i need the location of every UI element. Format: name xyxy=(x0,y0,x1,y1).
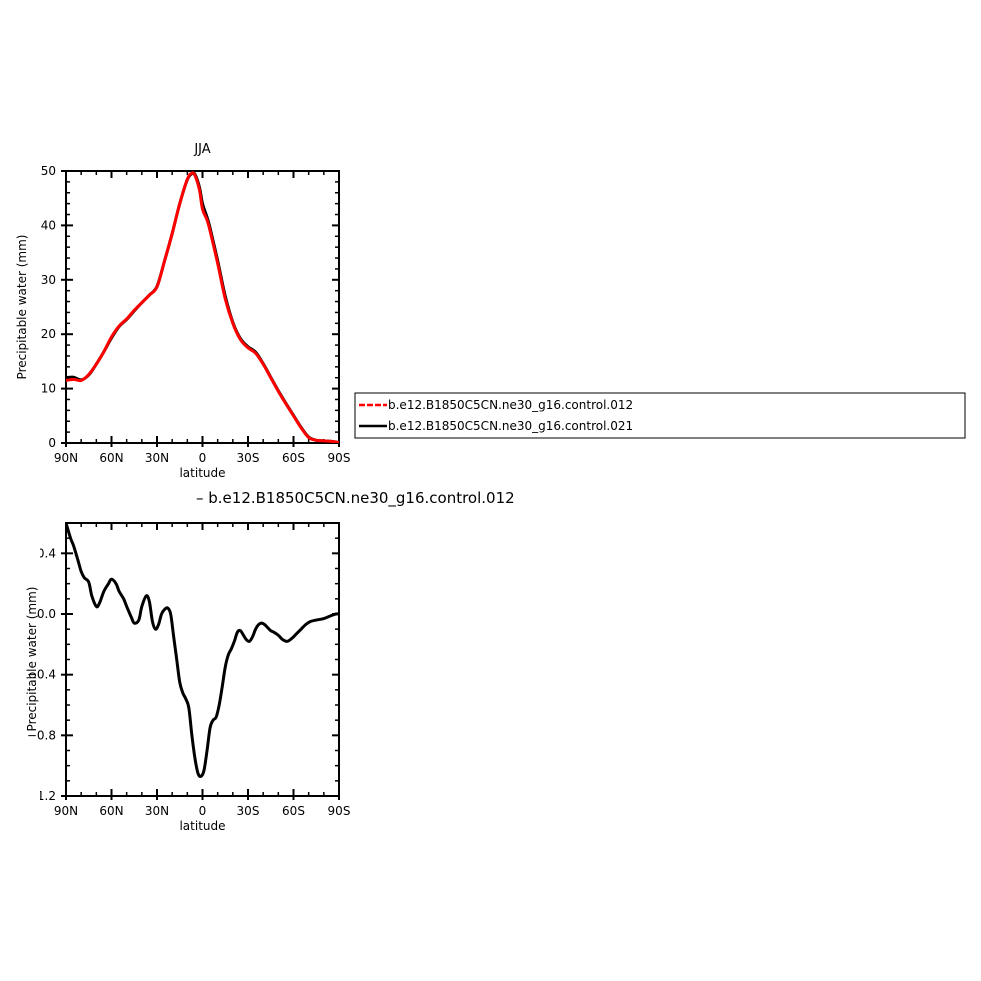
y-tick-label: 40 xyxy=(41,218,56,232)
y-tick-label: 0 xyxy=(48,436,56,450)
series-line-0 xyxy=(66,171,339,443)
plot-frame xyxy=(65,522,340,797)
x-tick-label: 0 xyxy=(199,451,207,465)
y-tick-label: 10 xyxy=(41,382,56,396)
x-axis-title: latitude xyxy=(179,819,225,833)
y-tick-label: 50 xyxy=(41,164,56,178)
label-mask xyxy=(24,520,40,576)
y-tick-label: 0.4 xyxy=(37,546,56,560)
legend-label-1: b.e12.B1850C5CN.ne30_g16.control.021 xyxy=(388,419,633,433)
x-tick-label: 60S xyxy=(282,451,305,465)
legend-label-0: b.e12.B1850C5CN.ne30_g16.control.012 xyxy=(388,398,633,412)
y-axis-title: Precipitable water (mm) xyxy=(15,235,29,380)
x-tick-label: 90S xyxy=(328,804,351,818)
x-tick-label: 60N xyxy=(99,451,123,465)
legend-box xyxy=(354,392,966,439)
bottom-plot-difference: 90N 60N 30N 0 30S 60S 90S0.40.0−0.4−0.8−1.2lat… xyxy=(24,489,515,833)
y-tick-label: −0.4 xyxy=(27,668,56,682)
x-tick-label: 30S xyxy=(237,804,260,818)
x-tick-label: 60N xyxy=(99,804,123,818)
x-tick-label: 90N xyxy=(54,451,78,465)
y-tick-label: 0.0 xyxy=(37,607,56,621)
y-tick-label: 30 xyxy=(41,273,56,287)
x-tick-label: 0 xyxy=(199,804,207,818)
plot-title: – b.e12.B1850C5CN.ne30_g16.control.012 xyxy=(196,489,515,508)
top-plot-precipitable-water: 90N 60N 30N 0 30S 60S 90S 0 10 20 30 40 50 latitude Pr… xyxy=(15,142,350,480)
label-mask xyxy=(24,742,40,802)
x-tick-label: 30N xyxy=(145,451,169,465)
x-tick-label: 30N xyxy=(145,804,169,818)
plot-title: JJA xyxy=(193,142,210,157)
x-tick-label: 90S xyxy=(328,451,351,465)
series-line-0 xyxy=(66,523,339,778)
x-tick-label: 60S xyxy=(282,804,305,818)
legend: b.e12.B1850C5CN.ne30_g16.control.012 b.e1… xyxy=(354,392,966,439)
y-axis-title: Precipitable water (mm) xyxy=(25,587,39,732)
x-tick-label: 90N xyxy=(54,804,78,818)
x-tick-label: 30S xyxy=(237,451,260,465)
y-tick-label: −0.8 xyxy=(27,728,56,742)
x-axis-title: latitude xyxy=(179,466,225,480)
y-tick-label: 20 xyxy=(41,327,56,341)
